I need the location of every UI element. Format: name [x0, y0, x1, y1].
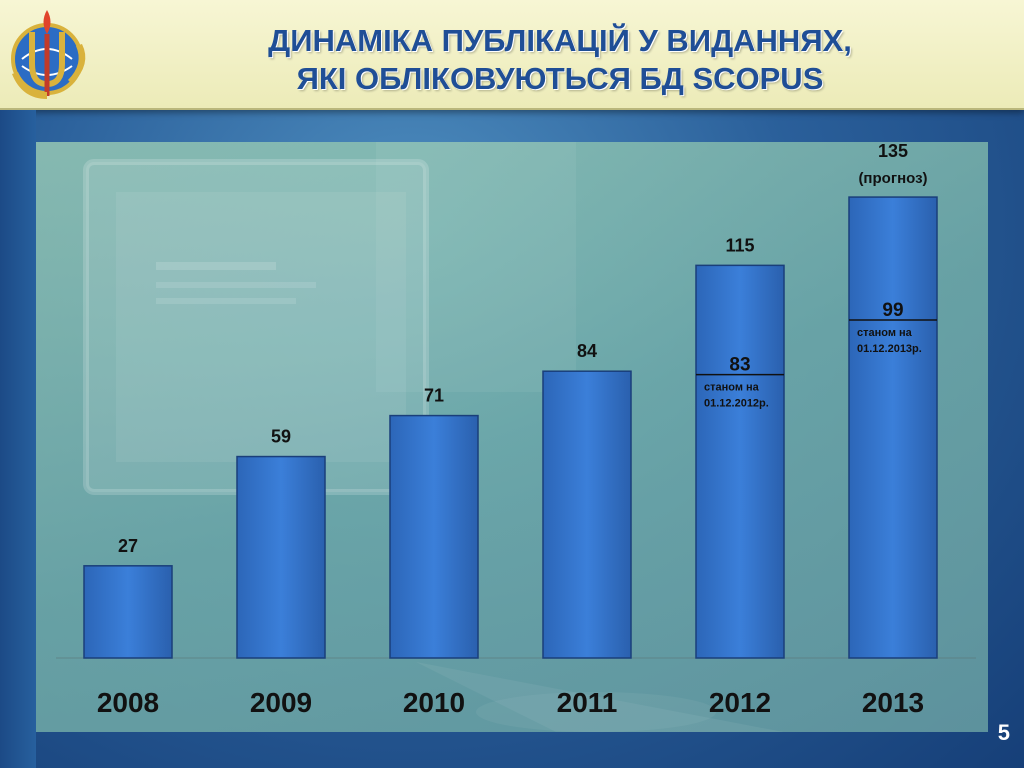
university-logo-icon [11, 10, 86, 99]
category-label-2009: 2009 [250, 687, 312, 718]
bar-chart: 27 2008 59 2009 71 2010 84 2011 115 2012 135 2013 (п… [56, 142, 976, 718]
slide-title: ДИНАМІКА ПУБЛІКАЦІЙ У ВИДАННЯХ, ЯКІ ОБЛІ… [170, 22, 950, 98]
category-label-2010: 2010 [403, 687, 465, 718]
bar-2013 [848, 196, 938, 659]
category-label-2013: 2013 [862, 687, 924, 718]
slide-title-line2: ЯКІ ОБЛІКОВУЮТЬСЯ БД SCOPUS [296, 61, 824, 96]
left-decorative-strip [0, 110, 36, 768]
category-label-2011: 2011 [557, 687, 618, 718]
partial-value-2012: 83 [729, 355, 750, 376]
bar-2012 [695, 264, 785, 659]
value-label-2010: 71 [424, 386, 444, 406]
bar-2010 [389, 414, 479, 659]
value-label-2008: 27 [118, 536, 138, 556]
partial-note-line1-2013: станом на [857, 327, 913, 339]
partial-note-line2-2012: 01.12.2012р. [704, 398, 769, 410]
value-label-2011: 84 [577, 341, 597, 361]
category-label-2008: 2008 [97, 687, 159, 718]
background-computer-illustration [83, 142, 784, 732]
value-label-2012: 115 [725, 235, 754, 255]
forecast-note-2013: (прогноз) [858, 170, 927, 187]
category-label-2012: 2012 [709, 687, 771, 718]
bar-2008 [83, 565, 173, 659]
partial-note-line2-2013: 01.12.2013р. [857, 343, 922, 355]
partial-note-line1-2012: станом на [704, 382, 760, 394]
value-label-2013: 135 [878, 142, 908, 161]
page-number: 5 [997, 720, 1010, 745]
bar-2009 [236, 455, 326, 659]
bar-2011 [542, 370, 632, 659]
value-label-2009: 59 [271, 427, 291, 447]
partial-value-2013: 99 [882, 300, 903, 321]
slide-title-line1: ДИНАМІКА ПУБЛІКАЦІЙ У ВИДАННЯХ, [268, 23, 852, 58]
slide-header: ДИНАМІКА ПУБЛІКАЦІЙ У ВИДАННЯХ, ЯКІ ОБЛІ… [0, 0, 1024, 110]
chart-panel [36, 142, 988, 732]
